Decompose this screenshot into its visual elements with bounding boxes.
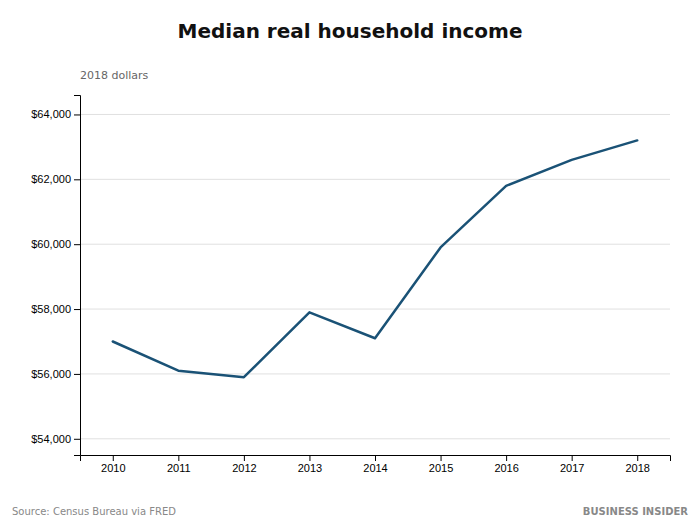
x-tick-mark	[375, 455, 376, 461]
x-tick-label: 2016	[494, 462, 518, 474]
grid-line	[80, 244, 670, 245]
x-tick: 2013	[298, 455, 322, 474]
x-tick: 2017	[560, 455, 584, 474]
x-tick-mark	[178, 455, 179, 461]
y-tick-mark	[74, 179, 80, 180]
x-tick-label: 2013	[298, 462, 322, 474]
x-tick-mark	[506, 455, 507, 461]
annotation: Source: Census Bureau via FRED	[12, 506, 176, 517]
y-tick: $60,000	[31, 238, 80, 250]
x-tick-label: 2018	[625, 462, 649, 474]
x-tick-label: 2017	[560, 462, 584, 474]
y-tick-label: $58,000	[31, 303, 71, 315]
y-tick-mark	[74, 439, 80, 440]
x-tick-mark	[441, 455, 442, 461]
grid-line	[80, 309, 670, 310]
y-tick-mark	[74, 309, 80, 310]
y-tick: $56,000	[31, 368, 80, 380]
y-tick-mark	[74, 114, 80, 115]
chart: Median real household income 2018 dollars…	[0, 0, 700, 525]
y-tick-label: $56,000	[31, 368, 71, 380]
y-tick: $64,000	[31, 108, 80, 120]
y-tick-mark	[74, 374, 80, 375]
x-tick: 2010	[101, 455, 125, 474]
x-tick-label: 2014	[363, 462, 387, 474]
x-tick: 2011	[167, 455, 191, 474]
x-axis: 2010 2011 2012 2013 2014 2015 2016 2017 2018	[81, 455, 671, 474]
x-tick: 2015	[429, 455, 453, 474]
title: Median real household income	[178, 19, 523, 43]
x-tick-mark	[572, 455, 573, 461]
grid-line	[80, 438, 670, 439]
subtitle: 2018 dollars	[80, 69, 149, 82]
x-tick-label: 2015	[429, 462, 453, 474]
x-axis-line	[81, 456, 671, 462]
y-tick-label: $54,000	[31, 433, 71, 445]
x-tick-label: 2012	[232, 462, 256, 474]
x-tick-label: 2011	[167, 462, 191, 474]
grid-line	[80, 114, 670, 115]
marks	[113, 140, 637, 377]
x-tick: 2012	[232, 455, 256, 474]
x-tick: 2018	[625, 455, 649, 474]
grid-line	[80, 373, 670, 374]
x-tick-mark	[637, 455, 638, 461]
annotation: BUSINESS INSIDER	[583, 506, 688, 517]
x-tick: 2014	[363, 455, 387, 474]
y-tick-label: $62,000	[31, 173, 71, 185]
y-axis-line	[74, 96, 81, 456]
y-tick-label: $64,000	[31, 108, 71, 120]
y-tick: $58,000	[31, 303, 80, 315]
grid	[80, 114, 670, 438]
grid-line	[80, 179, 670, 180]
line	[113, 140, 637, 377]
plot-area: $54,000 $56,000 $58,000 $60,000 $62,000 $64,0…	[31, 96, 670, 474]
x-tick-mark	[244, 455, 245, 461]
y-tick: $62,000	[31, 173, 80, 185]
x-tick-label: 2010	[101, 462, 125, 474]
y-tick: $54,000	[31, 433, 80, 445]
y-tick-mark	[74, 244, 80, 245]
x-tick-mark	[113, 455, 114, 461]
y-axis: $54,000 $56,000 $58,000 $60,000 $62,000 $64,0…	[31, 96, 80, 456]
x-tick: 2016	[494, 455, 518, 474]
y-tick-label: $60,000	[31, 238, 71, 250]
x-tick-mark	[309, 455, 310, 461]
